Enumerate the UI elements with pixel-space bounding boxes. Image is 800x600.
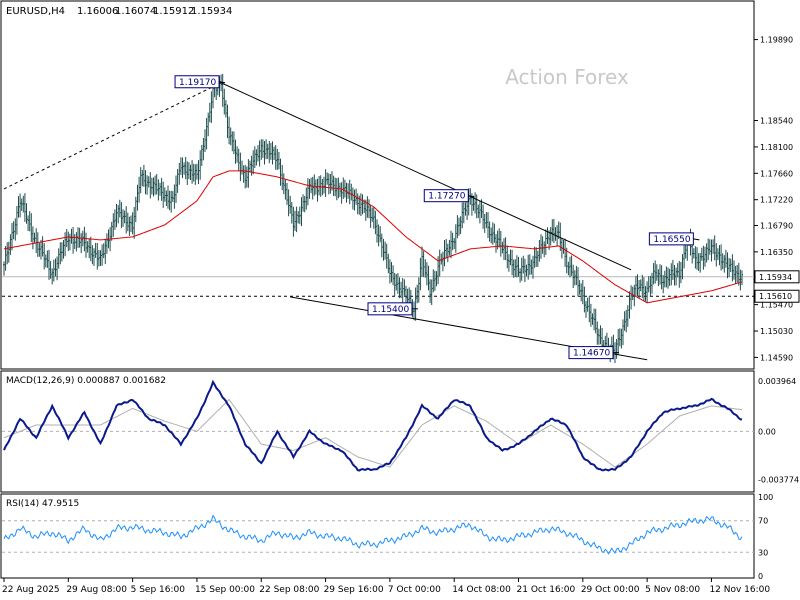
trendline (220, 82, 632, 271)
ohlc-low: 1.15912 (153, 6, 194, 17)
swing-label-leader (468, 195, 475, 198)
x-tick-label: 15 Sep 00:00 (195, 585, 255, 595)
ohlc-high: 1.16074 (115, 6, 156, 17)
x-tick-label: 5 Nov 08:00 (645, 585, 700, 595)
x-tick-label: 21 Oct 16:00 (517, 585, 576, 595)
x-tick-label: 12 Nov 16:00 (709, 585, 770, 595)
macd-tick-label: -0.003774 (758, 475, 799, 484)
ohlc-open: 1.16006 (77, 6, 118, 17)
price-tick-label: 1.15030 (760, 327, 793, 336)
rsi-tick-label: 70 (758, 517, 768, 526)
price-tick-label: 1.19890 (760, 36, 793, 45)
rsi-layer (2, 514, 754, 555)
macd-pane (0, 370, 755, 493)
rsi-label: RSI(14) 47.9515 (6, 499, 79, 509)
price-tick-label: 1.17220 (760, 196, 793, 205)
swing-label: 1.19170 (179, 78, 216, 88)
rsi-tick-label: 0 (758, 572, 763, 581)
macd-tick-label: 0.00 (758, 427, 776, 436)
current-price-label: 1.15934 (759, 273, 792, 282)
current-price-box (754, 270, 800, 284)
swing-label: 1.15400 (372, 305, 409, 315)
x-tick-label: 22 Aug 2025 (2, 585, 60, 595)
x-tick-label: 7 Oct 00:00 (388, 585, 441, 595)
swing-label: 1.14670 (573, 349, 610, 359)
price-tick-label: 1.15470 (760, 301, 793, 310)
macd-layer (2, 379, 754, 472)
swing-label: 1.16550 (653, 235, 690, 245)
x-tick-label: 5 Sep 16:00 (131, 585, 186, 595)
rsi-tick-label: 30 (758, 548, 768, 557)
moving-average-line (3, 170, 743, 304)
ohlc-close: 1.15934 (191, 6, 232, 17)
x-tick-label: 22 Sep 08:00 (259, 585, 319, 595)
price-bars (3, 73, 743, 364)
grid-layer (2, 276, 754, 297)
macd-tick-label: 0.003964 (758, 377, 796, 386)
x-tick-label: 29 Sep 16:00 (324, 585, 384, 595)
x-tick-label: 29 Oct 00:00 (581, 585, 640, 595)
price-layer: 1.19170 1.17270 1.16550 1.15400 1.14670 (3, 73, 743, 364)
x-tick-label: 29 Aug 08:00 (66, 585, 127, 595)
macd-signal-line (3, 398, 743, 468)
macd-label: MACD(12,26,9) 0.000887 0.001682 (6, 376, 166, 386)
rsi-tick-label: 100 (758, 493, 773, 502)
axis-layer: 1.19890 1.18540 1.18100 1.17660 1.17220 1.167… (2, 36, 800, 595)
swing-label: 1.17270 (428, 192, 465, 202)
price-tick-label: 1.18540 (760, 117, 793, 126)
support-box (754, 289, 800, 303)
dashed-trendline (3, 82, 222, 190)
swing-label-leader (218, 81, 226, 84)
rsi-line (3, 514, 743, 555)
price-tick-label: 1.16790 (760, 221, 793, 230)
price-tick-label: 1.18100 (760, 143, 793, 152)
support-label: 1.15610 (759, 292, 792, 301)
x-tick-label: 14 Oct 08:00 (452, 585, 511, 595)
rsi-pane (0, 493, 755, 579)
price-tick-label: 1.16350 (760, 248, 793, 257)
swing-label-leader (693, 238, 700, 241)
price-tick-label: 1.17660 (760, 169, 793, 178)
watermark: Action Forex (505, 65, 629, 89)
macd-main-line (3, 379, 743, 472)
price-tick-label: 1.14590 (760, 353, 793, 362)
symbol-label: EURUSD,H4 (6, 6, 65, 17)
